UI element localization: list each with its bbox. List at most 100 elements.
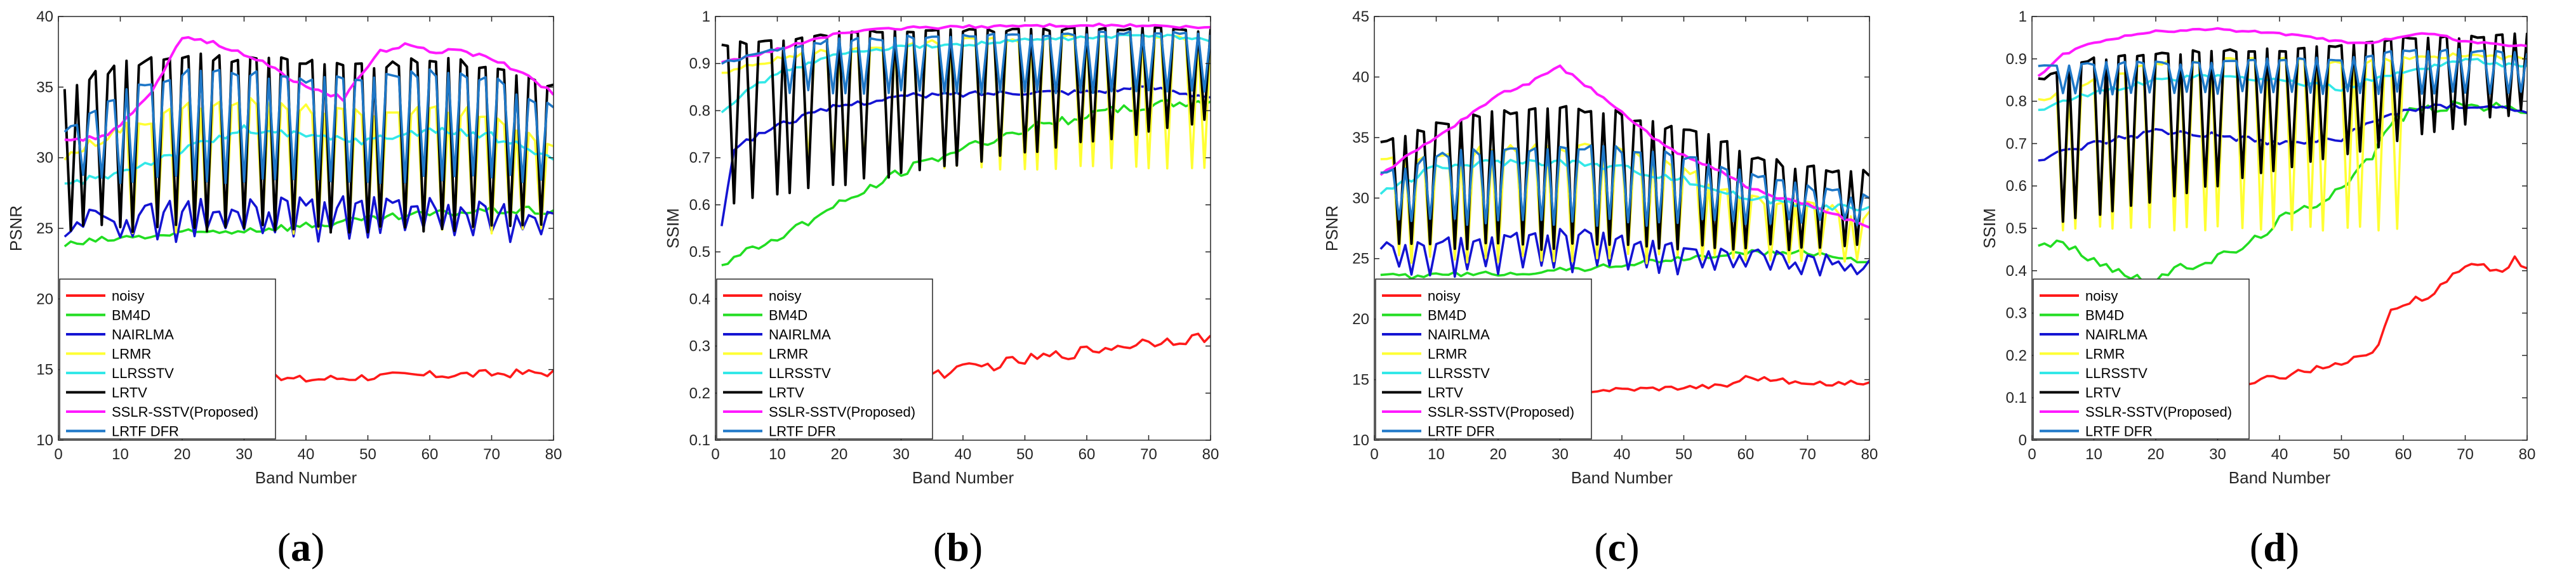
y-tick-label: 0.5 <box>689 244 710 261</box>
series-line-LRTF <box>63 68 554 185</box>
series-line-NAIRLMA <box>2038 103 2527 162</box>
x-tick-label: 70 <box>1799 446 1816 463</box>
legend-label-LRTV: LRTV <box>112 385 147 401</box>
x-tick-label: 70 <box>2457 446 2474 463</box>
y-tick-label: 0.8 <box>2006 93 2027 110</box>
y-tick-label: 40 <box>1352 69 1369 86</box>
x-tick-label: 10 <box>769 446 786 463</box>
y-tick-label: 30 <box>36 150 53 167</box>
legend-label-LRTF: LRTF DFR <box>769 424 836 440</box>
panel-caption: (a) <box>277 525 325 570</box>
x-tick-label: 40 <box>2271 446 2288 463</box>
series-line-LLRSSTV <box>64 124 554 185</box>
y-tick-label: 20 <box>1352 311 1369 328</box>
x-tick-label: 80 <box>545 446 562 463</box>
legend: noisy BM4D NAIRLMA LRMR LLRSSTV LRTV SSLR-SSTV… <box>59 278 276 440</box>
y-tick-label: 15 <box>36 362 53 379</box>
legend-label-SSLR: SSLR-SSTV(Proposed) <box>2085 404 2232 420</box>
x-axis-label: Band Number <box>255 468 357 487</box>
y-tick-label: 0 <box>2019 432 2027 449</box>
series-lines <box>2037 27 2527 422</box>
y-axis-label: PSNR <box>6 206 25 251</box>
legend-label-NAIRLMA: NAIRLMA <box>769 327 831 343</box>
y-tick-label: 20 <box>36 290 53 308</box>
series-line-SSLR <box>721 22 1211 64</box>
y-axis-label: PSNR <box>1322 206 1341 251</box>
caption-close: ) <box>311 525 324 570</box>
series-line-LRTF <box>720 30 1211 95</box>
legend-label-NAIRLMA: NAIRLMA <box>2085 327 2148 343</box>
legend-label-LRMR: LRMR <box>769 346 808 362</box>
x-tick-label: 20 <box>2148 446 2165 463</box>
y-tick-label: 10 <box>1352 432 1369 449</box>
y-tick-label: 1 <box>702 8 710 25</box>
panel-caption: (b) <box>933 525 983 570</box>
y-tick-label: 0.9 <box>2006 51 2027 68</box>
caption-open: ( <box>1594 525 1607 570</box>
y-tick-label: 0.6 <box>689 197 710 214</box>
chart-panel-b: 0 10 20 30 40 50 60 70 80 0.1 0.2 0.3 0.4 0.5 0.6 0.7 0.… <box>663 8 1219 570</box>
y-tick-label: 35 <box>1352 129 1369 147</box>
legend-label-SSLR: SSLR-SSTV(Proposed) <box>769 404 915 420</box>
series-line-NAIRLMA <box>1379 228 1869 278</box>
legend-label-LRTV: LRTV <box>2085 385 2121 401</box>
caption-letter: c <box>1608 525 1626 570</box>
x-tick-label: 0 <box>711 446 719 463</box>
y-tick-label: 35 <box>36 79 53 96</box>
x-tick-label: 50 <box>1016 446 1033 463</box>
series-line-LRTF <box>2038 48 2527 96</box>
y-tick-label: 10 <box>36 432 53 449</box>
x-tick-label: 10 <box>1428 446 1445 463</box>
legend: noisy BM4D NAIRLMA LRMR LLRSSTV LRTV SSLR-SSTV… <box>1375 278 1592 440</box>
legend-label-noisy: noisy <box>112 288 144 304</box>
legend-label-BM4D: BM4D <box>769 308 807 323</box>
y-tick-label: 15 <box>1352 372 1369 389</box>
legend-label-NAIRLMA: NAIRLMA <box>112 327 174 343</box>
x-tick-label: 30 <box>893 446 910 463</box>
legend-label-BM4D: BM4D <box>1428 308 1466 323</box>
y-tick-label: 40 <box>36 8 53 25</box>
x-tick-label: 0 <box>54 446 62 463</box>
x-tick-label: 80 <box>1861 446 1878 463</box>
y-tick-label: 0.5 <box>2006 220 2027 237</box>
series-line-SSLR <box>1379 64 1869 229</box>
series-line-SSLR <box>64 36 554 142</box>
legend-label-LRMR: LRMR <box>112 346 151 362</box>
legend-label-LLRSSTV: LLRSSTV <box>1428 365 1490 381</box>
caption-open: ( <box>277 525 291 570</box>
y-tick-label: 0.3 <box>2006 305 2027 322</box>
legend-label-noisy: noisy <box>1428 288 1460 304</box>
caption-close: ) <box>1626 525 1639 570</box>
legend-label-noisy: noisy <box>2085 288 2118 304</box>
legend-label-LRMR: LRMR <box>1428 346 1467 362</box>
caption-letter: d <box>2263 525 2286 570</box>
x-tick-label: 0 <box>2028 446 2036 463</box>
x-tick-label: 20 <box>831 446 848 463</box>
y-axis-label: SSIM <box>663 208 682 249</box>
x-tick-label: 70 <box>1140 446 1157 463</box>
series-line-LRTF <box>1380 144 1869 227</box>
legend-label-noisy: noisy <box>769 288 801 304</box>
x-tick-label: 60 <box>2395 446 2412 463</box>
x-tick-label: 50 <box>359 446 376 463</box>
legend-label-BM4D: BM4D <box>112 308 150 323</box>
y-tick-label: 0.2 <box>689 385 710 402</box>
x-tick-label: 80 <box>1202 446 1219 463</box>
x-axis-label: Band Number <box>1571 468 1673 487</box>
y-axis-label: SSIM <box>1980 208 1999 249</box>
x-tick-label: 50 <box>2333 446 2350 463</box>
y-tick-label: 1 <box>2019 8 2027 25</box>
panel-caption: (c) <box>1594 525 1639 570</box>
caption-close: ) <box>969 525 983 570</box>
x-tick-label: 30 <box>2209 446 2226 463</box>
y-tick-label: 0.2 <box>2006 347 2027 364</box>
y-tick-label: 45 <box>1352 8 1369 25</box>
y-tick-label: 0.1 <box>2006 389 2027 407</box>
y-tick-label: 0.7 <box>2006 135 2027 152</box>
x-tick-label: 20 <box>174 446 191 463</box>
caption-letter: a <box>291 525 311 570</box>
x-tick-label: 40 <box>955 446 972 463</box>
x-axis-label: Band Number <box>2229 468 2331 487</box>
